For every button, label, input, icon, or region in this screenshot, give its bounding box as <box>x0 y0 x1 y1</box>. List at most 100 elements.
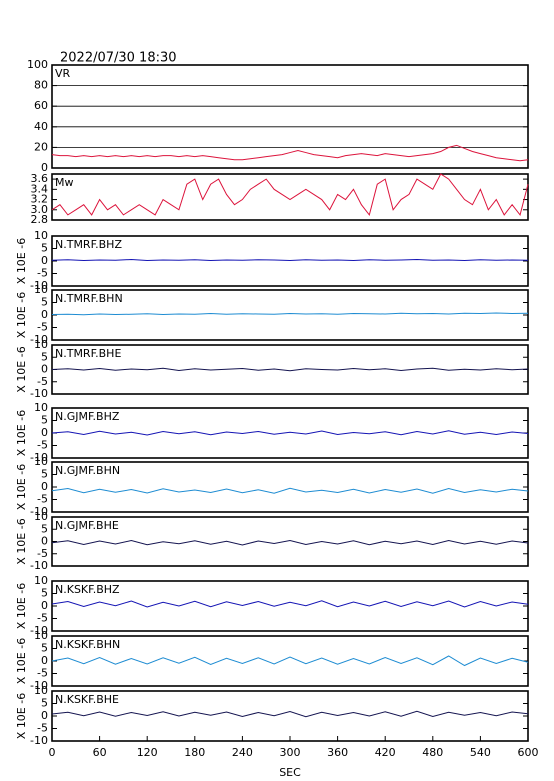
y-tick-label: -5 <box>37 667 48 680</box>
series-line <box>51 540 529 546</box>
y-axis-label: X 10E -6 <box>15 464 28 510</box>
y-tick-label: 3.4 <box>31 182 49 195</box>
x-tick-label: 360 <box>327 746 348 759</box>
series-label: N.KSKF.BHE <box>55 693 119 706</box>
y-tick-label: 5 <box>41 522 48 535</box>
series-line <box>51 367 529 372</box>
y-axis-label: X 10E -6 <box>15 583 28 629</box>
series-line <box>51 487 529 494</box>
y-tick-label: 10 <box>34 283 48 296</box>
series-label: N.TMRF.BHN <box>55 292 123 305</box>
series-line <box>51 258 529 262</box>
y-axis-label: X 10E -6 <box>15 292 28 338</box>
y-tick-label: -10 <box>30 679 48 692</box>
y-tick-label: 10 <box>34 510 48 523</box>
y-tick-label: 0 <box>41 161 48 174</box>
y-tick-label: 60 <box>34 99 48 112</box>
y-tick-label: 0 <box>41 480 48 493</box>
series-line <box>51 144 529 162</box>
y-tick-label: -10 <box>30 451 48 464</box>
y-tick-label: -10 <box>30 624 48 637</box>
series-label: N.KSKF.BHN <box>55 638 120 651</box>
series-line <box>51 600 529 608</box>
y-tick-label: 0 <box>41 535 48 548</box>
y-tick-label: 10 <box>34 574 48 587</box>
series-label: N.TMRF.BHE <box>55 347 121 360</box>
panel-frame <box>51 173 529 221</box>
y-tick-label: -10 <box>30 387 48 400</box>
series-label: N.TMRF.BHZ <box>55 238 122 251</box>
y-tick-label: -5 <box>37 321 48 334</box>
y-tick-label: 100 <box>27 58 48 71</box>
series-line <box>51 173 529 217</box>
series-label: N.GJMF.BHE <box>55 519 119 532</box>
y-tick-label: -10 <box>30 734 48 747</box>
y-tick-label: 2.8 <box>31 213 49 226</box>
panel-frame <box>51 516 529 567</box>
y-tick-label: 5 <box>41 350 48 363</box>
series-label: N.KSKF.BHZ <box>55 583 120 596</box>
y-tick-label: -10 <box>30 333 48 346</box>
y-tick-label: -5 <box>37 439 48 452</box>
series-label: N.GJMF.BHZ <box>55 410 120 423</box>
y-axis-label: X 10E -6 <box>15 638 28 684</box>
series-line <box>51 430 529 436</box>
y-tick-label: 10 <box>34 229 48 242</box>
x-tick-label: 420 <box>375 746 396 759</box>
series-line <box>51 312 529 316</box>
y-tick-label: 3.2 <box>31 193 49 206</box>
panel-frame <box>51 580 529 632</box>
y-tick-label: -5 <box>37 375 48 388</box>
series-line <box>51 710 529 718</box>
x-tick-label: 0 <box>49 746 56 759</box>
y-tick-label: 5 <box>41 587 48 600</box>
y-tick-label: -5 <box>37 493 48 506</box>
x-tick-label: 240 <box>232 746 253 759</box>
y-tick-label: 0 <box>41 654 48 667</box>
y-tick-label: -10 <box>30 279 48 292</box>
x-tick-label: 300 <box>280 746 301 759</box>
y-tick-label: 10 <box>34 684 48 697</box>
y-tick-label: 10 <box>34 338 48 351</box>
series-label: VR <box>55 67 71 80</box>
y-tick-label: -10 <box>30 505 48 518</box>
y-tick-label: 40 <box>34 120 48 133</box>
y-tick-label: 10 <box>34 629 48 642</box>
panel-frame <box>51 461 529 513</box>
y-tick-label: -5 <box>37 547 48 560</box>
y-tick-label: 5 <box>41 296 48 309</box>
y-tick-label: 10 <box>34 401 48 414</box>
y-tick-label: 0 <box>41 426 48 439</box>
panel-frame <box>51 690 529 742</box>
y-axis-label: X 10E -6 <box>15 693 28 739</box>
y-tick-label: -5 <box>37 612 48 625</box>
y-tick-label: 5 <box>41 642 48 655</box>
y-axis-label: X 10E -6 <box>15 346 28 392</box>
y-tick-label: 0 <box>41 363 48 376</box>
x-tick-label: 600 <box>518 746 539 759</box>
chart-title: 2022/07/30 18:30 <box>60 51 177 66</box>
y-tick-label: 5 <box>41 697 48 710</box>
y-tick-label: -5 <box>37 267 48 280</box>
y-tick-label: 5 <box>41 242 48 255</box>
x-tick-label: 120 <box>137 746 158 759</box>
panel-frame <box>51 289 529 341</box>
y-axis-label: X 10E -6 <box>15 410 28 456</box>
y-tick-label: 5 <box>41 414 48 427</box>
x-tick-label: 540 <box>470 746 491 759</box>
y-axis-label: X 10E -6 <box>15 518 28 564</box>
y-tick-label: 0 <box>41 599 48 612</box>
x-tick-label: 180 <box>184 746 205 759</box>
y-tick-label: 10 <box>34 455 48 468</box>
y-tick-label: 80 <box>34 79 48 92</box>
y-tick-label: 20 <box>34 140 48 153</box>
y-tick-label: 0 <box>41 308 48 321</box>
y-tick-label: 3.0 <box>31 203 49 216</box>
y-tick-label: 5 <box>41 468 48 481</box>
y-tick-label: -5 <box>37 722 48 735</box>
series-line <box>51 655 529 667</box>
x-axis-label: SEC <box>279 766 301 779</box>
y-tick-label: -10 <box>30 559 48 572</box>
series-label: N.GJMF.BHN <box>55 464 120 477</box>
